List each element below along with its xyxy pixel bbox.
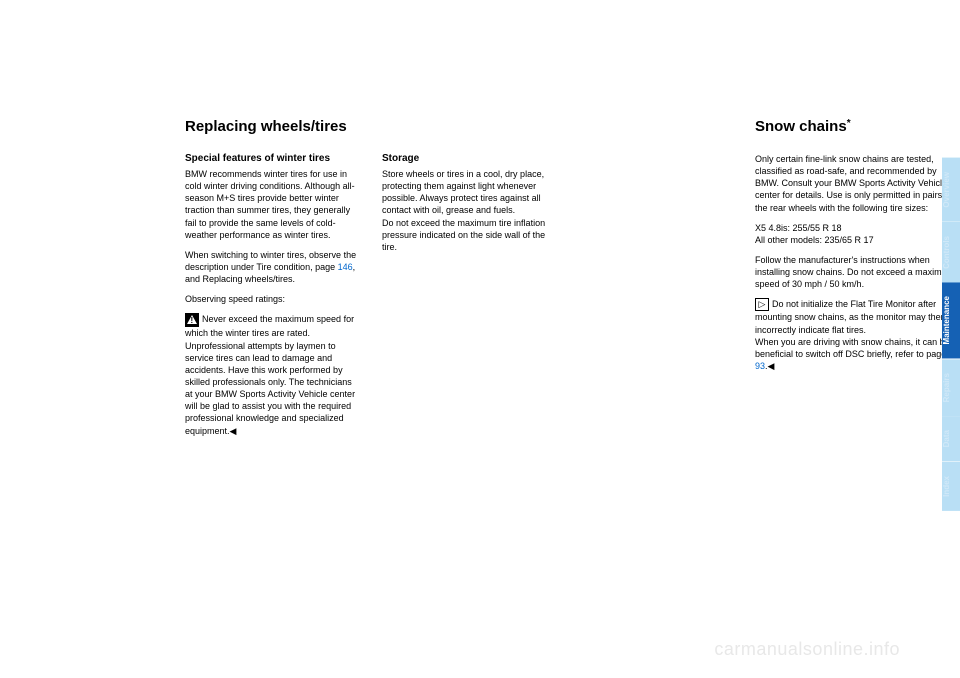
inner-columns: Special features of winter tires BMW rec…	[185, 153, 557, 445]
tab-index[interactable]: Index	[942, 462, 960, 511]
para-winter-1: BMW recommends winter tires for use in c…	[185, 168, 360, 241]
tab-repairs[interactable]: Repairs	[942, 359, 960, 416]
note-text-a: Do not initialize the Flat Tire Monitor …	[755, 299, 946, 334]
note-text-b-a: When you are driving with snow chains, i…	[755, 337, 950, 359]
para-snow-sizes: X5 4.8is: 255/55 R 18 All other models: …	[755, 222, 955, 246]
optional-star-icon: *	[847, 118, 851, 129]
subhead-winter: Special features of winter tires	[185, 153, 360, 164]
note-text-b-c: .◀	[765, 361, 774, 371]
subhead-storage: Storage	[382, 153, 557, 164]
tab-maintenance[interactable]: Maintenance	[942, 282, 960, 358]
left-block: Replacing wheels/tires Special features …	[185, 118, 557, 445]
column-2: Storage Store wheels or tires in a cool,…	[382, 153, 557, 445]
tab-controls[interactable]: Controls	[942, 222, 960, 283]
tab-data[interactable]: Data	[942, 416, 960, 461]
manual-page: 149 Replacing wheels/tires Special featu…	[185, 118, 875, 618]
link-93[interactable]: 93	[755, 361, 765, 371]
tab-overview[interactable]: Overview	[942, 158, 960, 222]
warning-block: Never exceed the maximum speed for which…	[185, 313, 360, 436]
para-winter-2: When switching to winter tires, observe …	[185, 249, 360, 285]
heading-snow-text: Snow chains	[755, 118, 847, 135]
side-tabs: Overview Controls Maintenance Repairs Da…	[942, 158, 960, 511]
para-speed-ratings: Observing speed ratings:	[185, 293, 360, 305]
link-146[interactable]: 146	[338, 262, 353, 272]
para-storage-1: Store wheels or tires in a cool, dry pla…	[382, 168, 557, 217]
para-storage-2: Do not exceed the maximum tire inflation…	[382, 217, 557, 253]
size-other: All other models: 235/65 R 17	[755, 235, 874, 245]
heading-replacing: Replacing wheels/tires	[185, 118, 557, 135]
warning-text: Never exceed the maximum speed for which…	[185, 314, 355, 435]
watermark: carmanualsonline.info	[714, 639, 900, 660]
note-block: ▷Do not initialize the Flat Tire Monitor…	[755, 298, 955, 372]
snow-chains-section: Snow chains* Only certain fine-link snow…	[755, 118, 955, 380]
size-x5: X5 4.8is: 255/55 R 18	[755, 223, 842, 233]
heading-snow: Snow chains*	[755, 118, 955, 135]
para-snow-3: Follow the manufacturer's instructions w…	[755, 254, 955, 290]
para-snow-1: Only certain fine-link snow chains are t…	[755, 153, 955, 214]
column-1: Special features of winter tires BMW rec…	[185, 153, 360, 445]
note-icon: ▷	[755, 298, 769, 311]
para-winter-2a: When switching to winter tires, observe …	[185, 250, 356, 272]
warning-icon	[185, 313, 199, 327]
